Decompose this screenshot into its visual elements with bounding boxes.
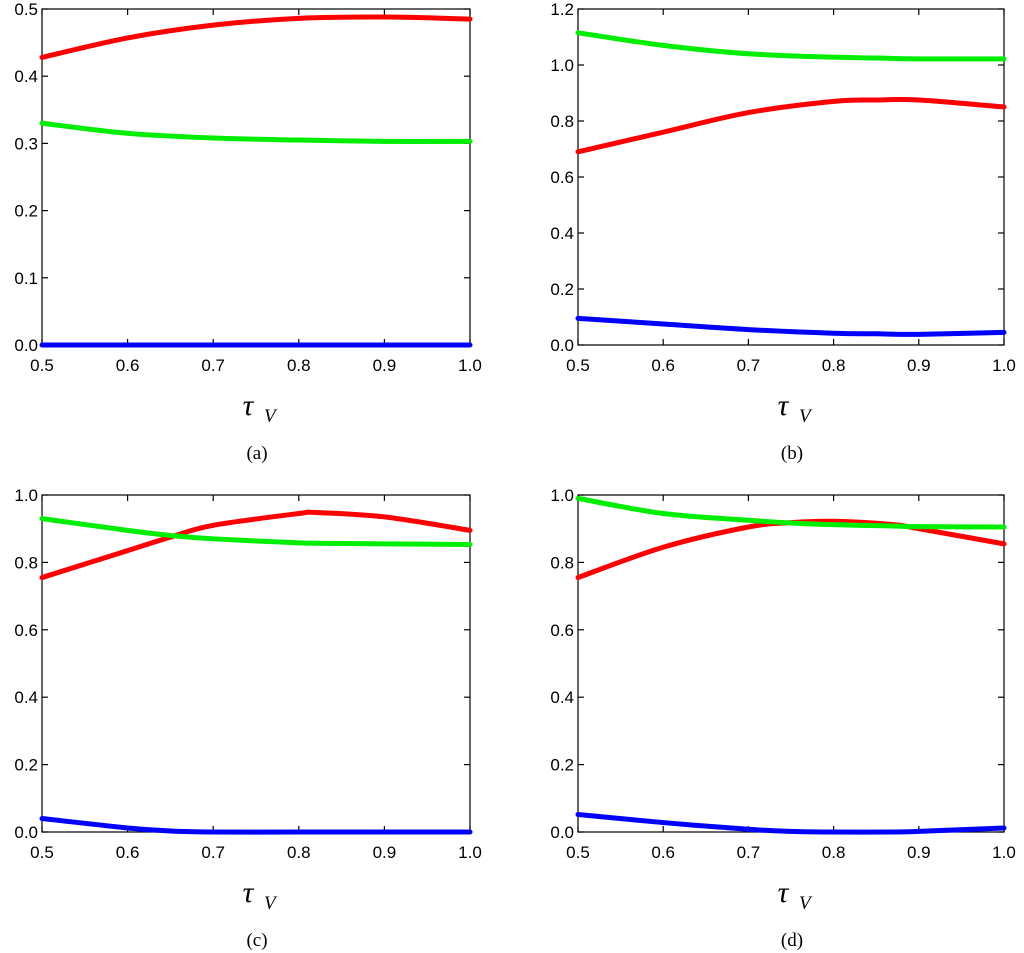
x-tick-label: 0.5 — [566, 356, 590, 375]
x-tick-label: 0.9 — [373, 843, 397, 862]
y-tick-label: 1.0 — [550, 486, 574, 505]
x-tick-label: 0.8 — [287, 356, 311, 375]
y-tick-label: 0.4 — [550, 688, 574, 707]
series-line-2 — [575, 495, 1007, 530]
x-tick-label: 1.0 — [992, 843, 1016, 862]
x-tick-label: 0.5 — [30, 356, 54, 375]
series-line-3 — [575, 811, 1007, 835]
x-tick-label: 0.5 — [30, 843, 54, 862]
series-line-1 — [575, 96, 1007, 155]
y-tick-label: 0.8 — [550, 112, 574, 131]
series-line-1 — [39, 14, 473, 60]
x-tick-label: 1.0 — [458, 843, 482, 862]
y-tick-label: 0.2 — [14, 202, 38, 221]
chart-panel-3: 0.5 0.6 0.7 0.8 0.9 1.0 0.0 0.2 0.4 0.6 0.8 1.0 τ V (c… — [14, 486, 481, 951]
x-tick-label: 1.0 — [992, 356, 1016, 375]
x-tick-label: 0.8 — [822, 356, 846, 375]
x-tick-label: 0.6 — [116, 356, 140, 375]
y-tick-label: 0.4 — [14, 67, 38, 86]
y-tick-label: 0.2 — [550, 280, 574, 299]
panel-label: (d) — [781, 930, 803, 951]
panel-label: (b) — [781, 443, 803, 464]
y-tick-label: 0.3 — [14, 134, 38, 153]
chart-panel-4: 0.5 0.6 0.7 0.8 0.9 1.0 0.0 0.2 0.4 0.6 0.8 1.0 τ V (d… — [550, 486, 1015, 951]
x-tick-label: 0.9 — [907, 843, 931, 862]
y-tick-label: 0.2 — [14, 756, 38, 775]
x-axis-label-subscript: V — [264, 406, 278, 427]
plot-frame — [41, 8, 471, 346]
x-tick-label: 0.8 — [287, 843, 311, 862]
x-axis-label-subscript: V — [799, 893, 813, 914]
series-line-1 — [39, 509, 473, 581]
y-tick-label: 1.2 — [550, 0, 574, 19]
panel-label: (a) — [246, 443, 267, 464]
x-axis-label-subscript: V — [264, 893, 278, 914]
y-tick-label: 0.0 — [550, 336, 574, 355]
x-axis-label: τ — [778, 389, 790, 422]
panel-label: (c) — [246, 930, 267, 951]
y-tick-label: 0.2 — [550, 756, 574, 775]
x-tick-label: 0.7 — [201, 356, 225, 375]
y-tick-label: 0.4 — [14, 688, 38, 707]
y-tick-label: 0.0 — [14, 336, 38, 355]
y-tick-label: 0.6 — [550, 621, 574, 640]
x-axis-label: τ — [243, 876, 255, 909]
x-tick-label: 0.7 — [737, 843, 761, 862]
x-axis-label-subscript: V — [799, 406, 813, 427]
plot-frame — [577, 494, 1005, 833]
x-tick-label: 0.8 — [822, 843, 846, 862]
y-tick-label: 0.0 — [550, 823, 574, 842]
y-tick-label: 1.0 — [550, 56, 574, 75]
x-axis-label: τ — [778, 876, 790, 909]
y-tick-label: 0.1 — [14, 269, 38, 288]
chart-panel-1: 0.5 0.6 0.7 0.8 0.9 1.0 0.0 0.1 0.2 0.3 0.4 0.5 τ V (a… — [14, 0, 481, 464]
series-line-2 — [39, 516, 473, 548]
x-axis-label: τ — [243, 389, 255, 422]
y-tick-label: 0.0 — [14, 823, 38, 842]
y-tick-label: 0.8 — [550, 553, 574, 572]
x-tick-label: 0.9 — [907, 356, 931, 375]
series-line-3 — [575, 315, 1007, 337]
series-line-3 — [39, 816, 473, 835]
x-tick-label: 1.0 — [458, 356, 482, 375]
series-line-2 — [575, 30, 1007, 62]
series-line-1 — [575, 518, 1007, 581]
y-tick-label: 0.6 — [550, 168, 574, 187]
x-tick-label: 0.7 — [737, 356, 761, 375]
x-tick-label: 0.9 — [373, 356, 397, 375]
y-tick-label: 0.4 — [550, 224, 574, 243]
x-tick-label: 0.6 — [651, 843, 675, 862]
x-tick-label: 0.6 — [116, 843, 140, 862]
x-tick-label: 0.7 — [201, 843, 225, 862]
x-tick-label: 0.6 — [651, 356, 675, 375]
y-tick-label: 1.0 — [14, 486, 38, 505]
y-tick-label: 0.6 — [14, 621, 38, 640]
y-tick-label: 0.5 — [14, 0, 38, 19]
series-line-2 — [39, 120, 473, 144]
chart-panel-2: 0.5 0.6 0.7 0.8 0.9 1.0 0.0 0.2 0.4 0.6 0.8 1.0 1.2 τ… — [550, 0, 1015, 464]
x-tick-label: 0.5 — [566, 843, 590, 862]
y-tick-label: 0.8 — [14, 553, 38, 572]
